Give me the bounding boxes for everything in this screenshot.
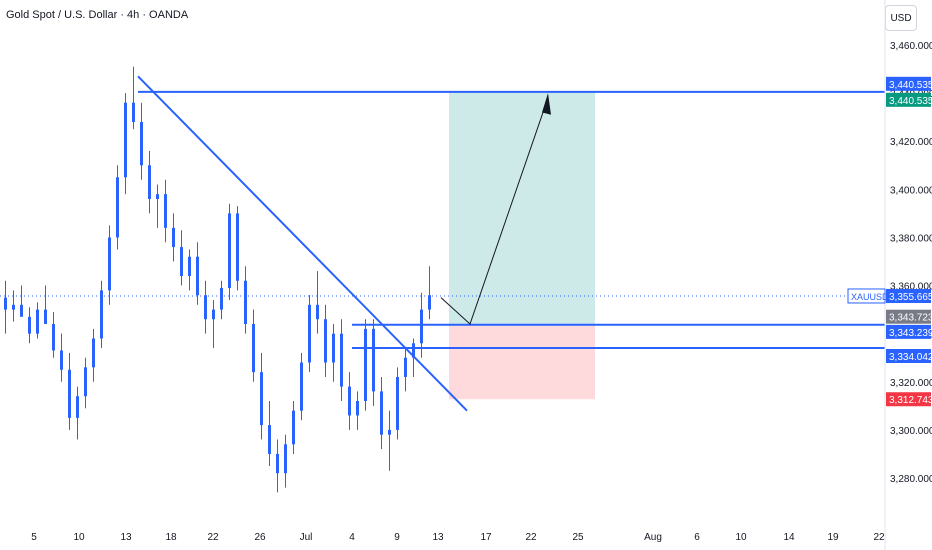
candle-body xyxy=(428,295,431,309)
y-tick-label: 3,320.000 xyxy=(890,378,932,389)
candle-body xyxy=(372,329,375,392)
candle-body xyxy=(292,411,295,445)
x-tick-label: 18 xyxy=(165,532,177,543)
x-tick-label: Jul xyxy=(300,532,313,543)
x-tick-label: 10 xyxy=(735,532,747,543)
candle-body xyxy=(140,122,143,165)
profit-zone xyxy=(449,92,595,325)
candle-body xyxy=(284,444,287,473)
y-tick-label: 3,420.000 xyxy=(890,137,932,148)
x-tick-label: 22 xyxy=(873,532,885,543)
candle-body xyxy=(124,103,127,178)
candle-body xyxy=(300,363,303,411)
x-tick-label: 19 xyxy=(827,532,839,543)
loss-zone xyxy=(449,325,595,400)
y-tick-label: 3,280.000 xyxy=(890,474,932,485)
x-tick-label: 5 xyxy=(31,532,37,543)
candle-body xyxy=(36,310,39,334)
x-tick-label: 17 xyxy=(480,532,492,543)
candle-body xyxy=(220,288,223,310)
candle-body xyxy=(260,372,263,425)
x-tick-label: 25 xyxy=(572,532,584,543)
candle-body xyxy=(4,298,7,310)
candle-body xyxy=(100,290,103,338)
candle-body xyxy=(28,317,31,334)
candle-body xyxy=(308,305,311,363)
candle-body xyxy=(108,237,111,290)
candle-body xyxy=(12,305,15,310)
price-axis-tag-label: 3,334.042 xyxy=(889,352,932,363)
candle-body xyxy=(180,247,183,276)
candle-body xyxy=(244,281,247,324)
candle-body xyxy=(324,319,327,362)
candle-body xyxy=(348,387,351,416)
x-tick-label: 4 xyxy=(349,532,355,543)
candle-body xyxy=(76,396,79,418)
candle-body xyxy=(364,329,367,401)
candle-body xyxy=(252,324,255,372)
candle-body xyxy=(380,391,383,434)
candle-body xyxy=(340,334,343,387)
candle-body xyxy=(20,305,23,317)
x-tick-label: 6 xyxy=(694,532,700,543)
candle-body xyxy=(148,165,151,199)
price-axis-tag-label: 3,343.239 xyxy=(889,328,932,339)
x-tick-label: 9 xyxy=(394,532,400,543)
downtrend-line xyxy=(138,76,467,410)
x-tick-label: 22 xyxy=(207,532,219,543)
candle-body xyxy=(404,358,407,377)
candle-body xyxy=(44,310,47,324)
candle-body xyxy=(116,177,119,237)
price-axis-tag-label: 3,312.743 xyxy=(889,395,932,406)
candle-body xyxy=(276,454,279,473)
y-tick-label: 3,400.000 xyxy=(890,185,932,196)
candle-body xyxy=(388,430,391,435)
candle-body xyxy=(68,370,71,418)
current-price-value: 3,355.665 xyxy=(889,292,932,303)
candle-body xyxy=(188,257,191,276)
candle-body xyxy=(420,310,423,344)
candle-body xyxy=(60,351,63,370)
symbol-tag-label: XAUUSD xyxy=(851,292,889,302)
candle-body xyxy=(156,194,159,199)
price-axis-tag-label: 3,343.723 xyxy=(889,313,932,324)
price-axis-tag-label: 3,440.535 xyxy=(889,96,932,107)
x-tick-label: 10 xyxy=(73,532,85,543)
x-tick-label: Aug xyxy=(644,532,662,543)
x-tick-label: 22 xyxy=(525,532,537,543)
candle-body xyxy=(228,213,231,288)
candle-body xyxy=(212,310,215,320)
x-tick-label: 26 xyxy=(254,532,266,543)
price-axis-tag-label: 3,440.535 xyxy=(889,80,932,91)
x-tick-label: 13 xyxy=(432,532,444,543)
candle-body xyxy=(52,324,55,350)
candle-body xyxy=(204,295,207,319)
y-tick-label: 3,380.000 xyxy=(890,233,932,244)
x-tick-label: 14 xyxy=(783,532,795,543)
candle-body xyxy=(332,334,335,363)
y-tick-label: 3,460.000 xyxy=(890,41,932,52)
candle-body xyxy=(396,377,399,430)
candle-body xyxy=(236,213,239,280)
candle-body xyxy=(316,305,319,319)
candle-body xyxy=(268,425,271,454)
x-tick-label: 13 xyxy=(120,532,132,543)
candle-body xyxy=(196,257,199,295)
candle-body xyxy=(356,401,359,415)
candle-body xyxy=(92,338,95,367)
candle-body xyxy=(84,367,87,396)
candle-body xyxy=(172,228,175,247)
candle-body xyxy=(132,103,135,122)
y-tick-label: 3,300.000 xyxy=(890,426,932,437)
candle-body xyxy=(164,194,167,228)
